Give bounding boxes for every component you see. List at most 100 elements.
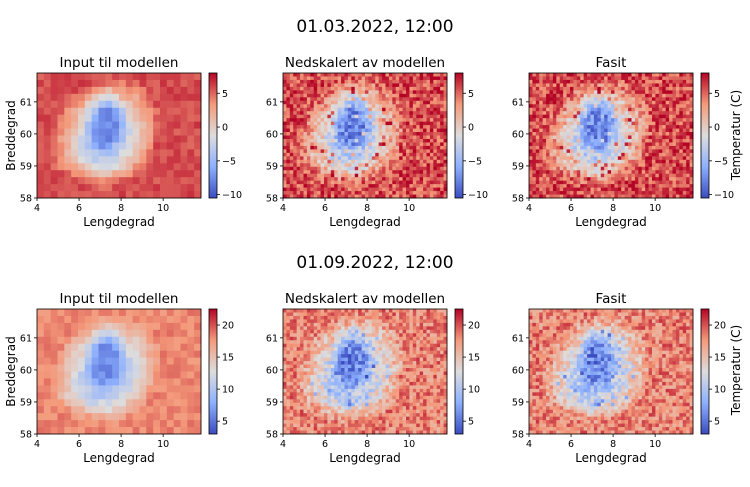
heatmap-cell — [686, 191, 690, 195]
heatmap-cell — [576, 177, 581, 182]
heatmap-cell — [296, 402, 301, 407]
heatmap-cell — [539, 149, 544, 154]
heatmap-cell — [283, 76, 287, 81]
heatmap-cell — [395, 118, 400, 123]
heatmap-cell — [289, 312, 294, 317]
heatmap-cell — [361, 125, 366, 129]
heatmap-cell — [443, 111, 448, 116]
heatmap-cell — [57, 329, 65, 338]
heatmap-cell — [587, 135, 591, 140]
heatmap-cell — [634, 138, 639, 143]
heatmap-cell — [78, 100, 86, 109]
heatmap-cell — [310, 322, 315, 327]
heatmap-cell — [583, 86, 588, 91]
heatmap-cell — [614, 100, 619, 105]
heatmap-cell — [665, 104, 670, 109]
heatmap-cell — [194, 170, 202, 178]
heatmap-cell — [293, 194, 298, 199]
heatmap-cell — [583, 100, 588, 105]
heatmap-cell — [634, 118, 639, 123]
heatmap-cell — [658, 142, 663, 147]
heatmap-cell — [539, 125, 544, 129]
heatmap-cell — [317, 100, 321, 105]
heatmap-cell — [139, 364, 147, 372]
heatmap-cell — [71, 329, 79, 338]
heatmap-cell — [658, 173, 663, 178]
heatmap-cell — [327, 409, 332, 414]
heatmap-cell — [614, 142, 619, 147]
heatmap-cell — [679, 128, 684, 133]
heatmap-cell — [443, 97, 448, 102]
heatmap-cell — [443, 156, 448, 161]
colorbar-tick-label: −5 — [222, 156, 236, 167]
heatmap-cell — [341, 163, 345, 168]
heatmap-cell — [358, 184, 362, 188]
heatmap-cell — [153, 309, 161, 317]
heatmap-cell — [532, 194, 537, 199]
heatmap-cell — [600, 159, 605, 164]
heatmap-cell — [532, 166, 537, 171]
heatmap-cell — [358, 107, 362, 112]
heatmap-cell — [402, 159, 407, 164]
heatmap-cell — [303, 90, 308, 95]
heatmap-cell — [313, 354, 318, 359]
heatmap-cell — [604, 163, 608, 168]
heatmap-cell — [416, 128, 421, 133]
heatmap-cell — [330, 423, 335, 428]
heatmap-cell — [566, 173, 571, 178]
heatmap-cell — [399, 90, 403, 95]
heatmap-cell — [631, 180, 636, 185]
heatmap-cell — [293, 322, 298, 327]
heatmap-cell — [535, 97, 540, 102]
heatmap-cell — [306, 371, 311, 376]
heatmap-cell — [638, 156, 643, 161]
heatmap-cell — [436, 152, 441, 157]
heatmap-cell — [324, 385, 328, 390]
heatmap-cell — [382, 149, 386, 154]
heatmap-cell — [593, 79, 598, 84]
heatmap-cell — [382, 194, 386, 199]
heatmap-cell — [382, 163, 386, 168]
heatmap-cell — [580, 170, 585, 175]
heatmap-cell — [375, 79, 380, 84]
heatmap-cell — [672, 191, 677, 195]
heatmap-cell — [375, 142, 380, 147]
heatmap-cell — [604, 86, 608, 91]
heatmap-cell — [665, 128, 670, 133]
heatmap-cell — [583, 104, 588, 109]
heatmap-cell — [399, 125, 403, 129]
heatmap-cell — [412, 173, 417, 178]
heatmap-cell — [43, 93, 52, 102]
heatmap-cell — [542, 76, 547, 81]
heatmap-cell — [303, 399, 308, 404]
heatmap-cell — [593, 90, 598, 95]
heatmap-cell — [682, 132, 687, 136]
heatmap-cell — [310, 402, 315, 407]
heatmap-cell — [187, 385, 195, 393]
heatmap-cell — [146, 142, 154, 150]
heatmap-cell — [631, 73, 636, 77]
heatmap-cell — [573, 163, 578, 168]
heatmap-cell — [153, 413, 161, 421]
heatmap-cell — [105, 156, 113, 164]
heatmap-cell — [337, 187, 342, 192]
heatmap-cell — [330, 138, 335, 143]
heatmap-cell — [652, 166, 656, 171]
heatmap-cell — [559, 187, 564, 192]
heatmap-cell — [187, 343, 195, 352]
heatmap-cell — [341, 191, 345, 195]
heatmap-cell — [365, 90, 369, 95]
heatmap-cell — [283, 368, 287, 372]
heatmap-cell — [675, 125, 680, 129]
heatmap-cell — [423, 187, 427, 192]
heatmap-cell — [286, 427, 291, 431]
heatmap-cell — [672, 177, 677, 182]
heatmap-cell — [655, 114, 660, 119]
heatmap-cell — [539, 138, 544, 143]
heatmap-cell — [539, 86, 544, 91]
heatmap-cell — [532, 125, 537, 129]
heatmap-cell — [112, 142, 120, 150]
heatmap-cell — [125, 392, 134, 400]
heatmap-cell — [317, 135, 321, 140]
heatmap-cell — [423, 76, 427, 81]
